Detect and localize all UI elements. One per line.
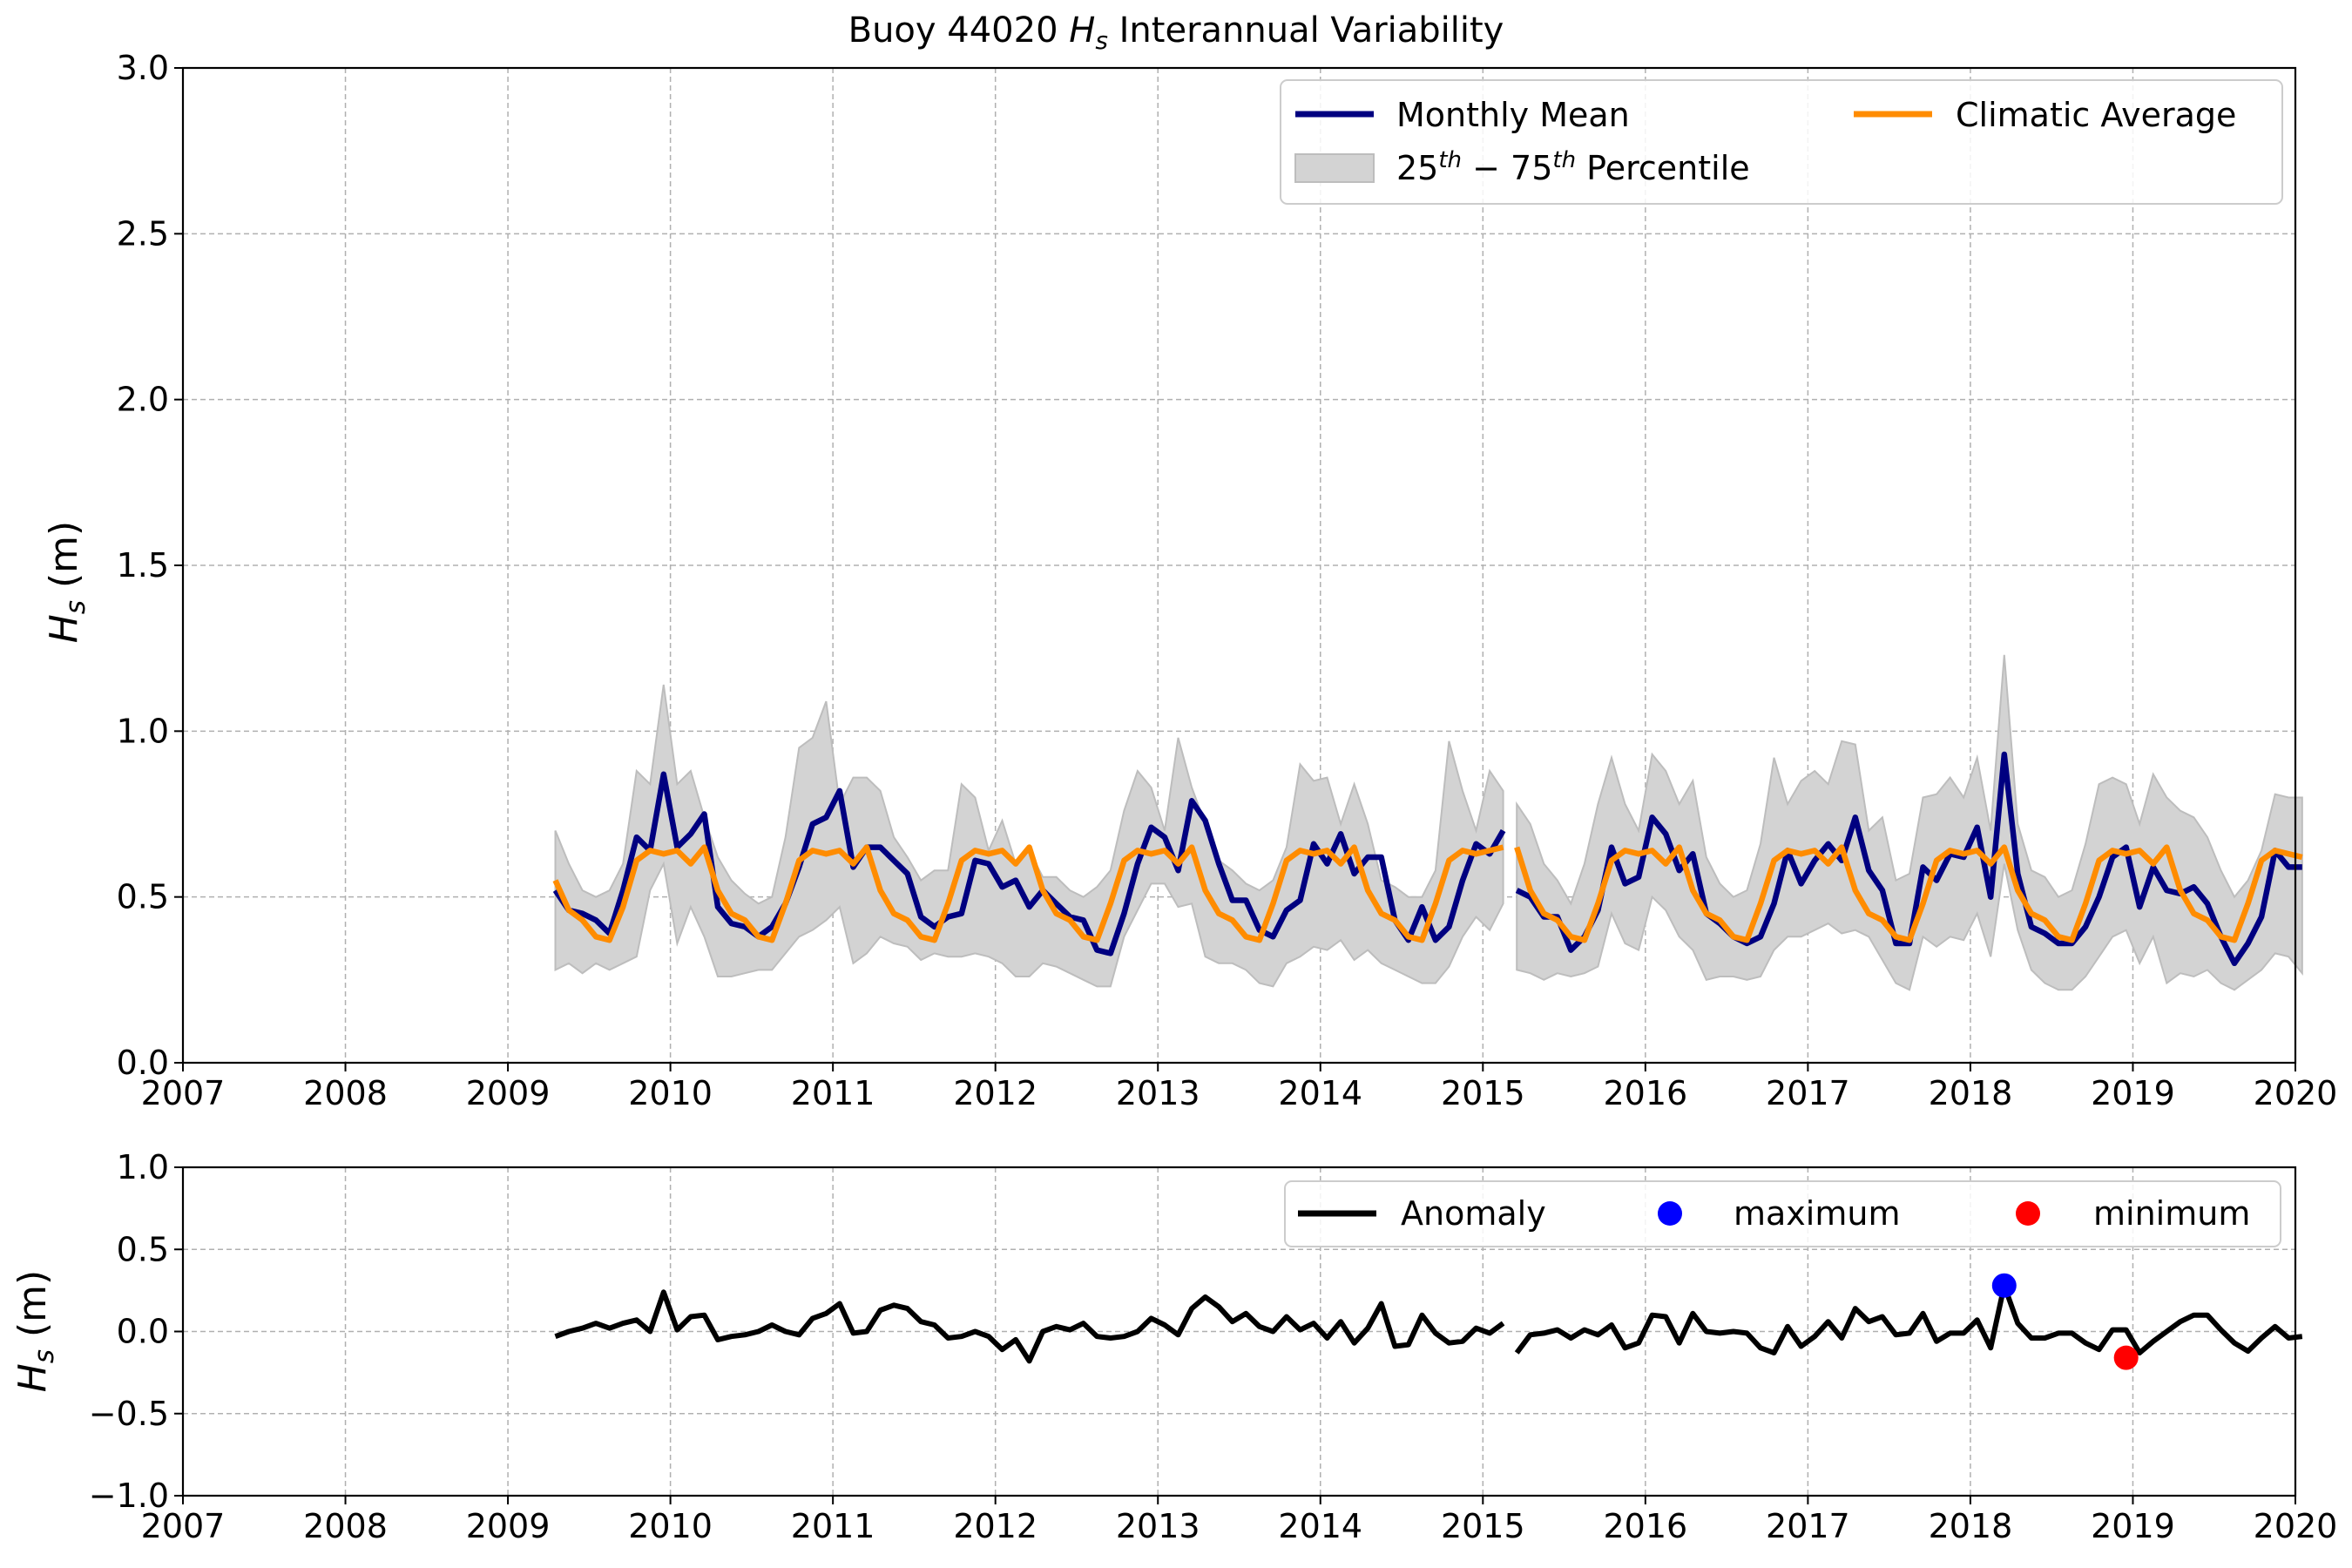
top-xtick-label: 2014	[1278, 1074, 1362, 1112]
monthly-mean-line-1	[1515, 751, 2302, 967]
bottom-xtick-label: 2011	[791, 1507, 875, 1545]
top-xtick-label: 2010	[628, 1074, 713, 1112]
bottom-x-ticks: 2007 2008 2009 2010 2011 2012 2013 2014 2015 2016…	[141, 1496, 2338, 1545]
top-xtick-label: 2013	[1116, 1074, 1200, 1112]
bottom-xtick-label: 2013	[1116, 1507, 1200, 1545]
maximum-marker	[1991, 1273, 2017, 1298]
top-xtick-label: 2011	[791, 1074, 875, 1112]
top-chart: 2007 2008 2009 2010 2011 2012 2013 2014 2015 2016…	[42, 49, 2337, 1112]
bottom-y-axis-label: Hs (m)	[10, 1270, 60, 1392]
top-ytick-label: 1.0	[117, 712, 169, 750]
legend-mean-label: Monthly Mean	[1396, 96, 1630, 134]
bottom-chart: 2007 2008 2009 2010 2011 2012 2013 2014 2015 2016…	[10, 1148, 2337, 1545]
bottom-xtick-label: 2019	[2091, 1507, 2175, 1545]
bottom-ytick-label: 1.0	[117, 1148, 169, 1186]
bottom-xtick-label: 2007	[141, 1507, 226, 1545]
figure-title: Buoy 44020 Hs Interannual Variability	[848, 10, 1504, 55]
top-ytick-label: 3.0	[117, 49, 169, 87]
bottom-xtick-label: 2020	[2254, 1507, 2338, 1545]
bottom-xtick-label: 2017	[1766, 1507, 1850, 1545]
top-xtick-label: 2015	[1441, 1074, 1525, 1112]
bottom-legend-frame	[1284, 1180, 2281, 1247]
top-y-ticks: 0.0 0.5 1.0 1.5 2.0 2.5 3.0	[117, 49, 183, 1082]
top-legend: Monthly Mean 25th − 75th Percentile Clim…	[1280, 79, 2283, 205]
top-ytick-label: 2.5	[117, 214, 169, 253]
top-xtick-label: 2007	[141, 1074, 226, 1112]
top-xtick-label: 2020	[2254, 1074, 2338, 1112]
top-ytick-label: 2.0	[117, 381, 169, 419]
legend-minimum-swatch	[2016, 1201, 2040, 1226]
top-xtick-label: 2017	[1766, 1074, 1850, 1112]
bottom-xtick-label: 2008	[303, 1507, 388, 1545]
bottom-xtick-label: 2016	[1603, 1507, 1687, 1545]
percentile-band-segment-1	[1516, 654, 2303, 991]
bottom-series-lines	[554, 1282, 2303, 1364]
legend-clim-label: Climatic Average	[1956, 96, 2236, 134]
bottom-xtick-label: 2014	[1278, 1507, 1362, 1545]
anomaly-line-1	[1514, 1282, 2303, 1355]
bottom-ytick-label: 0.5	[117, 1230, 169, 1268]
bottom-xtick-label: 2018	[1929, 1507, 2013, 1545]
top-ytick-label: 0.5	[117, 878, 169, 916]
legend-band-swatch	[1294, 153, 1375, 183]
bottom-ytick-label: 0.0	[117, 1313, 169, 1351]
top-ytick-label: 1.5	[117, 546, 169, 585]
bottom-y-ticks: −1.0 −0.5 0.0 0.5 1.0	[89, 1148, 183, 1515]
legend-maximum-label: maximum	[1734, 1194, 1900, 1233]
bottom-ytick-label: −0.5	[89, 1395, 169, 1433]
bottom-xtick-label: 2010	[628, 1507, 713, 1545]
bottom-xtick-label: 2009	[466, 1507, 551, 1545]
minimum-marker	[2113, 1345, 2139, 1370]
top-x-ticks: 2007 2008 2009 2010 2011 2012 2013 2014 2015 2016…	[141, 1063, 2338, 1112]
legend-band-label: 25th − 75th Percentile	[1396, 147, 1750, 187]
climatic-average-line-0	[552, 844, 1504, 943]
bottom-ytick-label: −1.0	[89, 1477, 169, 1515]
top-xtick-label: 2018	[1929, 1074, 2013, 1112]
top-xtick-label: 2016	[1603, 1074, 1687, 1112]
percentile-band-segment-0	[554, 684, 1504, 988]
climatic-average-line-1	[1514, 844, 2303, 943]
anomaly-line-0	[554, 1289, 1505, 1364]
bottom-markers	[1991, 1273, 2139, 1370]
legend-minimum-label: minimum	[2093, 1194, 2250, 1233]
top-ytick-label: 0.0	[117, 1044, 169, 1082]
top-xtick-label: 2009	[466, 1074, 551, 1112]
percentile-band	[554, 654, 2303, 991]
top-legend-frame	[1280, 79, 2283, 205]
legend-maximum-swatch	[1658, 1201, 1682, 1226]
bottom-legend: Anomaly maximum minimum	[1284, 1180, 2281, 1247]
legend-anomaly-label: Anomaly	[1401, 1194, 1546, 1233]
top-xtick-label: 2008	[303, 1074, 388, 1112]
top-xtick-label: 2019	[2091, 1074, 2175, 1112]
top-xtick-label: 2012	[953, 1074, 1037, 1112]
bottom-xtick-label: 2015	[1441, 1507, 1525, 1545]
bottom-xtick-label: 2012	[953, 1507, 1037, 1545]
top-y-axis-label: Hs (m)	[42, 521, 91, 643]
top-series-lines	[552, 751, 2303, 967]
